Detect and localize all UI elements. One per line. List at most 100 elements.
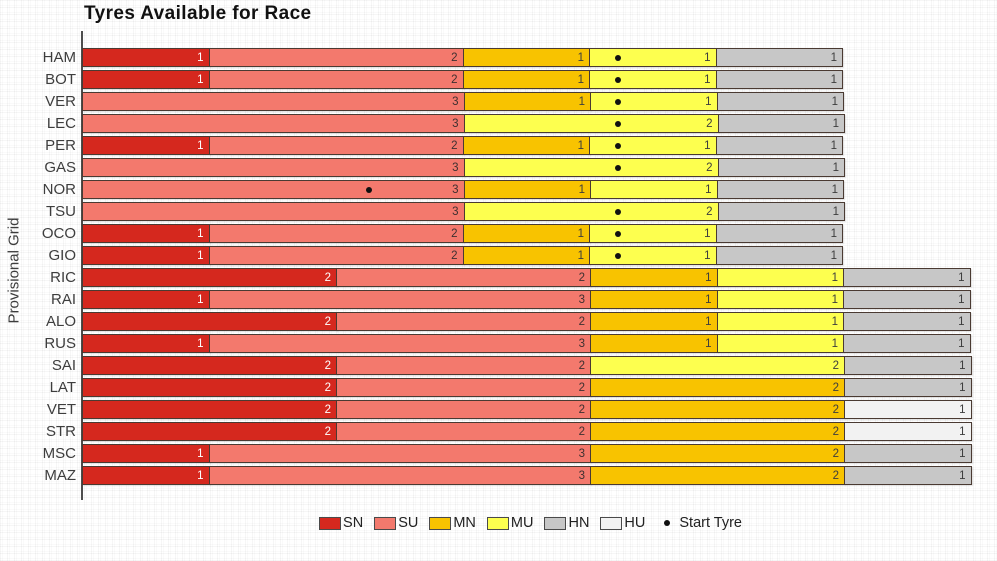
segment-count-label: 3 — [578, 293, 585, 306]
bar-segment-su: 3 — [208, 334, 591, 353]
start-tyre-marker-bot — [614, 76, 621, 83]
legend-label-mu: MU — [510, 515, 534, 531]
bar-row-tsu: 3 2 1 — [82, 202, 845, 221]
bar-segment-hn: 1 — [716, 92, 844, 111]
legend-label-sn: SN — [343, 515, 364, 531]
bar-segment-hn: 1 — [844, 356, 972, 375]
y-tick-driver-str: STR — [46, 423, 76, 440]
segment-count-label: 2 — [324, 359, 331, 372]
bar-segment-su: 2 — [208, 224, 464, 243]
bar-segment-hn: 1 — [717, 114, 845, 133]
segment-count-label: 2 — [324, 271, 331, 284]
bar-segment-mn: 1 — [590, 312, 718, 331]
bar-segment-sn: 2 — [82, 400, 337, 419]
bar-segment-su: 3 — [82, 158, 465, 177]
bar-row-gio: 1 2 1 1 1 — [82, 246, 843, 265]
legend-label-hu: HU — [624, 515, 646, 531]
segment-count-label: 1 — [705, 183, 712, 196]
bar-segment-su: 3 — [208, 466, 591, 485]
segment-count-label: 2 — [578, 271, 585, 284]
bar-row-rus: 1 3 1 1 1 — [82, 334, 971, 353]
legend-item-sn: SN — [319, 515, 363, 531]
bar-segment-mu: 1 — [716, 290, 844, 309]
bar-segment-mu: 1 — [589, 70, 717, 89]
bar-segment-hn: 1 — [716, 180, 844, 199]
bar-segment-mn: 2 — [590, 400, 845, 419]
bar-segment-mn: 2 — [590, 378, 845, 397]
bar-segment-sn: 2 — [82, 356, 337, 375]
segment-count-label: 1 — [577, 249, 584, 262]
segment-count-label: 3 — [452, 205, 459, 218]
bar-segment-hn: 1 — [843, 334, 971, 353]
segment-count-label: 2 — [324, 403, 331, 416]
bar-segment-hu: 1 — [844, 422, 972, 441]
segment-count-label: 2 — [832, 359, 839, 372]
bar-segment-mn: 1 — [590, 290, 718, 309]
bar-row-oco: 1 2 1 1 1 — [82, 224, 843, 243]
bar-segment-su: 2 — [336, 312, 591, 331]
bar-segment-mu: 1 — [716, 312, 844, 331]
segment-count-label: 1 — [577, 227, 584, 240]
y-tick-driver-gio: GIO — [48, 247, 76, 264]
segment-count-label: 1 — [959, 469, 966, 482]
bar-segment-hu: 1 — [844, 400, 972, 419]
bar-row-ver: 3 1 1 1 — [82, 92, 844, 111]
legend: SN SU MN MU HN HU Start Tyre — [0, 515, 997, 531]
segment-count-label: 1 — [831, 315, 838, 328]
segment-count-label: 2 — [578, 381, 585, 394]
segment-count-label: 1 — [705, 271, 712, 284]
bar-row-msc: 1 3 2 1 — [82, 444, 972, 463]
segment-count-label: 2 — [578, 403, 585, 416]
legend-swatch-mu — [486, 516, 509, 530]
bar-segment-sn: 1 — [82, 290, 210, 309]
segment-count-label: 2 — [451, 51, 458, 64]
bar-row-bot: 1 2 1 1 1 — [82, 70, 843, 89]
bar-segment-hn: 1 — [717, 202, 845, 221]
bar-segment-hn: 1 — [715, 136, 843, 155]
bar-segment-mn: 2 — [590, 422, 845, 441]
legend-item-hn: HN — [544, 515, 589, 531]
bar-segment-mu: 2 — [463, 114, 719, 133]
segment-count-label: 1 — [830, 51, 837, 64]
bar-segment-mn: 2 — [590, 466, 845, 485]
bar-segment-su: 3 — [82, 180, 465, 199]
bar-segment-mu: 1 — [589, 48, 717, 67]
segment-count-label: 2 — [832, 381, 839, 394]
segment-count-label: 1 — [830, 249, 837, 262]
segment-count-label: 1 — [830, 139, 837, 152]
bar-segment-sn: 1 — [82, 444, 210, 463]
bar-segment-mu: 1 — [590, 92, 718, 111]
bar-segment-mn: 1 — [463, 180, 591, 199]
segment-count-label: 2 — [832, 425, 839, 438]
bar-segment-hn: 1 — [715, 246, 843, 265]
segment-count-label: 1 — [959, 425, 966, 438]
y-tick-driver-ham: HAM — [42, 49, 76, 66]
bar-segment-sn: 1 — [82, 70, 210, 89]
y-tick-driver-nor: NOR — [42, 181, 76, 198]
segment-count-label: 1 — [831, 293, 838, 306]
segment-count-label: 2 — [706, 205, 713, 218]
bar-segment-sn: 1 — [82, 334, 210, 353]
segment-count-label: 1 — [832, 117, 839, 130]
legend-item-mu: MU — [486, 515, 534, 531]
bar-segment-su: 2 — [336, 378, 591, 397]
bar-segment-su: 3 — [82, 92, 465, 111]
bar-segment-su: 3 — [208, 290, 591, 309]
segment-count-label: 3 — [452, 161, 459, 174]
start-tyre-marker-per — [614, 142, 621, 149]
segment-count-label: 1 — [197, 447, 204, 460]
segment-count-label: 1 — [958, 293, 965, 306]
bar-segment-mn: 1 — [462, 224, 590, 243]
segment-count-label: 3 — [578, 337, 585, 350]
bar-segment-mn: 1 — [590, 268, 718, 287]
segment-count-label: 1 — [831, 183, 838, 196]
segment-count-label: 2 — [578, 315, 585, 328]
bar-row-nor: 3 1 1 1 — [82, 180, 844, 199]
bar-segment-sn: 2 — [82, 422, 337, 441]
start-tyre-marker-gio — [614, 252, 621, 259]
legend-label-hn: HN — [568, 515, 590, 531]
bar-segment-sn: 2 — [82, 268, 337, 287]
bar-segment-sn: 2 — [82, 312, 337, 331]
bar-segment-hn: 1 — [843, 312, 971, 331]
segment-count-label: 3 — [452, 183, 459, 196]
